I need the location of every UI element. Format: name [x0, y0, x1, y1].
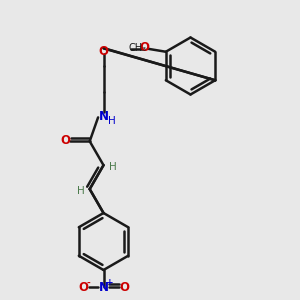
Text: H: H: [109, 162, 116, 172]
Text: -: -: [86, 278, 90, 287]
Text: O: O: [140, 41, 150, 54]
Text: N: N: [98, 110, 109, 123]
Text: O: O: [119, 280, 129, 294]
Text: O: O: [98, 45, 109, 58]
Text: H: H: [108, 116, 116, 126]
Text: O: O: [61, 134, 71, 148]
Text: N: N: [98, 280, 109, 294]
Text: +: +: [106, 278, 114, 287]
Text: CH₃: CH₃: [128, 43, 146, 53]
Text: O: O: [78, 280, 88, 294]
Text: H: H: [77, 186, 85, 196]
